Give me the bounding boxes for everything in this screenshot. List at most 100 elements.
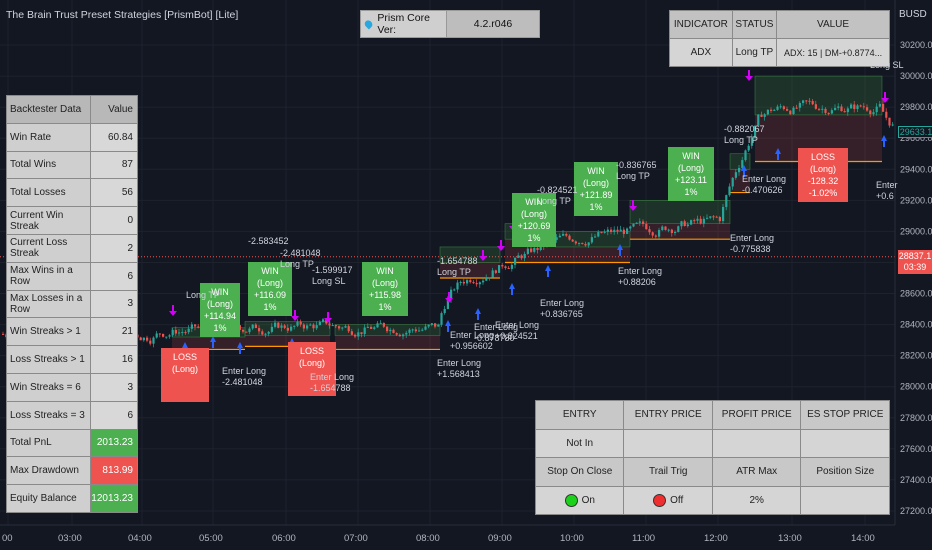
candle-body xyxy=(491,270,494,278)
candle-body xyxy=(264,333,267,335)
candle-body xyxy=(581,242,584,245)
candle-body xyxy=(638,221,641,223)
candle-body xyxy=(162,333,165,337)
candle-body xyxy=(712,216,715,218)
candle-body xyxy=(616,229,619,232)
candle-body xyxy=(299,321,302,325)
candle-body xyxy=(814,104,817,109)
candle-body xyxy=(402,334,405,337)
trade-annotation: Enter Long +0.824521 xyxy=(495,320,540,341)
win-title: WIN (Long) xyxy=(256,266,283,288)
entry-arrow-icon xyxy=(210,336,216,348)
indicator-name: ADX xyxy=(669,38,733,67)
win-pct: 1% xyxy=(527,233,541,243)
candle-body xyxy=(520,255,523,259)
candle-body xyxy=(395,333,398,335)
win-pnl: +116.09 xyxy=(253,290,287,300)
win-pct: 1% xyxy=(378,302,392,312)
candle-body xyxy=(322,319,325,322)
candle-body xyxy=(498,265,501,273)
candle-body xyxy=(558,235,561,238)
candle-body xyxy=(347,326,350,332)
candle-body xyxy=(357,332,360,337)
candle-body xyxy=(798,103,801,108)
price-tick-label: 27400.00 xyxy=(900,475,932,485)
candle-body xyxy=(414,329,417,332)
stat-value: 2 xyxy=(90,233,138,263)
trade-annotation: Enter +0.6 xyxy=(876,180,898,201)
profit-zone xyxy=(754,75,883,116)
candle-body xyxy=(786,109,789,111)
candle-body xyxy=(328,323,331,326)
candle-body xyxy=(514,257,517,265)
candle-body xyxy=(738,167,741,173)
stop-on-close-value: On xyxy=(534,485,625,515)
location-pin-icon xyxy=(363,18,375,30)
stat-value: 6 xyxy=(90,400,138,430)
candle-body xyxy=(834,107,837,111)
price-tick-label: 30200.00 xyxy=(900,40,932,50)
candle-body xyxy=(363,327,366,335)
candle-body xyxy=(875,106,878,113)
candle-body xyxy=(715,216,718,218)
value-header: VALUE xyxy=(776,10,890,39)
chart-title: The Brain Trust Preset Strategies [Prism… xyxy=(6,9,239,21)
status-header: STATUS xyxy=(731,10,778,39)
candle-body xyxy=(155,333,158,338)
candle-body xyxy=(690,220,693,225)
candle-body xyxy=(389,329,392,332)
entry-arrow-icon xyxy=(509,283,515,295)
candle-body xyxy=(578,242,581,244)
profit-price-value xyxy=(711,428,802,458)
candle-body xyxy=(254,324,257,329)
loss-zone xyxy=(555,246,630,263)
es-stop-price-header: ES STOP PRICE xyxy=(800,400,890,430)
trade-annotation: -2.583452 xyxy=(248,236,289,246)
stat-label: Total Wins xyxy=(5,150,92,180)
time-tick-label: 06:00 xyxy=(272,533,296,544)
candle-body xyxy=(248,328,251,333)
candle-body xyxy=(418,330,421,332)
entry-arrow-icon xyxy=(741,165,747,177)
candle-body xyxy=(747,145,750,151)
loss-zone xyxy=(630,223,730,240)
exit-arrow-icon xyxy=(291,310,299,321)
trail-trig-value: Off xyxy=(623,485,713,515)
last-price-tag: 28837.1 03:39 xyxy=(898,250,932,274)
last-price-value: 28837.1 xyxy=(898,251,932,261)
candle-body xyxy=(504,266,507,268)
candle-body xyxy=(792,107,795,115)
candle-body xyxy=(149,340,152,344)
candle-body xyxy=(453,289,456,291)
candle-body xyxy=(830,110,833,114)
trade-annotation: Enter Long -0.775838 xyxy=(730,233,775,254)
win-label: WIN (Long) +123.11 1% xyxy=(668,147,714,201)
candle-body xyxy=(843,111,846,113)
prism-label: Prism Core Ver: xyxy=(377,12,430,36)
candle-body xyxy=(494,270,497,273)
candle-body xyxy=(488,277,491,279)
candle-body xyxy=(408,329,411,333)
candle-body xyxy=(888,117,891,126)
candle-body xyxy=(622,229,625,234)
candle-body xyxy=(853,104,856,110)
candle-body xyxy=(770,109,773,111)
candle-body xyxy=(594,236,597,238)
entry-price-value xyxy=(623,428,713,458)
stat-label: Max Drawdown xyxy=(5,456,92,486)
candle-body xyxy=(392,329,395,334)
prism-version: 4.2.r046 xyxy=(447,11,539,37)
candle-body xyxy=(805,100,808,102)
candle-body xyxy=(424,326,427,330)
exit-arrow-icon xyxy=(324,312,332,323)
indicator-table: INDICATOR STATUS VALUE ADX Long TP ADX: … xyxy=(669,10,890,67)
candle-body xyxy=(613,229,616,232)
time-tick-label: 03:00 xyxy=(58,533,82,544)
entry-value: Not In xyxy=(534,428,625,458)
candle-body xyxy=(283,325,286,328)
candle-body xyxy=(568,235,571,240)
candle-body xyxy=(610,229,613,232)
candle-body xyxy=(645,224,648,230)
candle-body xyxy=(158,333,161,335)
candle-body xyxy=(779,106,782,108)
